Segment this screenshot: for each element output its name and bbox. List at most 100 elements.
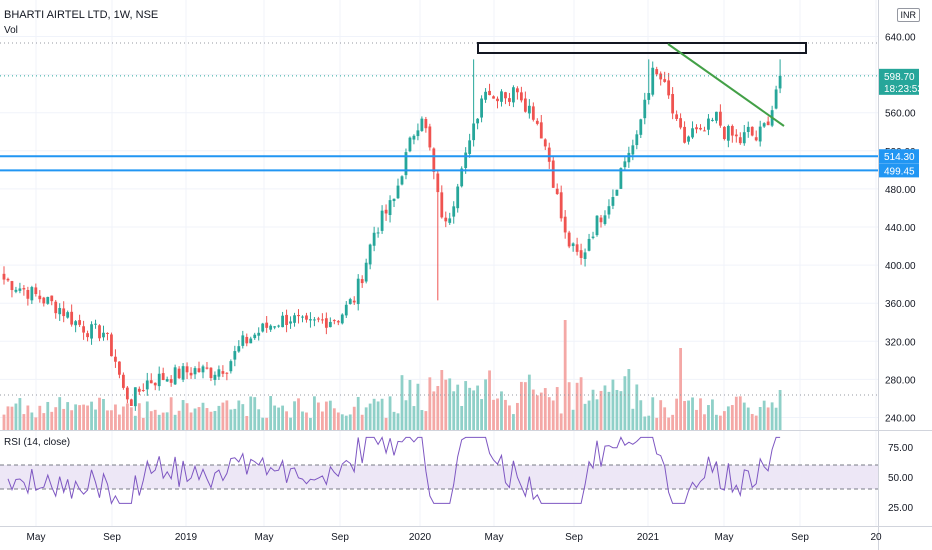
- volume-bar: [324, 401, 328, 430]
- volume-bar: [476, 385, 480, 430]
- candle-body: [615, 189, 619, 196]
- candle-body: [145, 380, 149, 390]
- candle-body: [551, 160, 555, 188]
- price-tick-label: 480.00: [885, 185, 916, 196]
- volume-bar: [567, 382, 571, 430]
- volume-bar: [738, 396, 742, 430]
- volume-bar: [468, 387, 472, 430]
- volume-bar: [301, 411, 304, 430]
- candle-body: [611, 197, 615, 206]
- volume-bar: [86, 405, 89, 430]
- candle-body: [2, 273, 6, 280]
- volume-bar: [671, 414, 675, 430]
- volume-bar: [125, 403, 129, 430]
- candle-body: [718, 111, 722, 126]
- volume-bar: [360, 414, 364, 430]
- volume-bar: [456, 384, 460, 430]
- volume-bar: [539, 392, 543, 430]
- candle-body: [253, 334, 257, 339]
- volume-bar: [516, 402, 519, 430]
- candle-body: [555, 188, 559, 195]
- volume-bar: [348, 414, 352, 430]
- volume-bar: [643, 416, 647, 430]
- volume-bar: [66, 402, 70, 430]
- volume-bar: [754, 415, 758, 430]
- volume-bar: [551, 400, 555, 430]
- volume-bar: [169, 397, 173, 430]
- candle-body: [173, 367, 177, 385]
- volume-bar: [98, 397, 101, 430]
- volume-bar: [289, 417, 292, 430]
- volume-bar: [237, 400, 241, 430]
- candle-body: [328, 321, 332, 328]
- rsi-line: [7, 436, 781, 505]
- volume-bar: [519, 381, 523, 430]
- candle-body: [746, 126, 750, 132]
- volume-bar: [352, 406, 356, 430]
- candle-body: [18, 288, 22, 291]
- candle-body: [734, 134, 738, 137]
- candle-body: [512, 87, 515, 103]
- volume-bar: [233, 408, 237, 430]
- volume-bar: [722, 411, 726, 430]
- time-tick-label: 2020: [409, 532, 432, 543]
- volume-bar: [161, 412, 165, 430]
- candle-body: [340, 314, 344, 324]
- volume-bar: [408, 379, 412, 430]
- candle-body: [691, 128, 694, 138]
- volume-bar: [404, 400, 408, 430]
- candle-body: [452, 206, 456, 217]
- volume-bar: [273, 405, 277, 430]
- candle-body: [559, 192, 563, 219]
- volume-bar: [420, 410, 424, 430]
- candle-body: [647, 93, 651, 100]
- candle-body: [519, 92, 523, 101]
- currency-badge[interactable]: INR: [896, 8, 920, 22]
- candle-body: [722, 126, 726, 140]
- price-tick-label: 560.00: [885, 109, 916, 120]
- candle-body: [285, 314, 288, 325]
- candle-body: [504, 92, 507, 99]
- time-tick-label: 2021: [637, 532, 660, 543]
- candle-body: [74, 321, 78, 326]
- volume-bar: [38, 405, 42, 430]
- volume-bar: [607, 391, 611, 430]
- candle-body: [424, 119, 428, 129]
- candle-body: [500, 91, 503, 102]
- candle-body: [738, 137, 742, 144]
- candle-body: [730, 125, 734, 136]
- candle-body: [301, 316, 304, 318]
- candle-body: [464, 152, 468, 168]
- volume-bar: [639, 400, 643, 430]
- candle-body: [90, 324, 93, 339]
- volume-bar: [742, 402, 746, 430]
- volume-bar: [376, 401, 380, 430]
- candle-body: [480, 98, 483, 118]
- candle-body: [221, 371, 225, 374]
- candle-body: [114, 356, 117, 362]
- level-tag-bg: [879, 149, 919, 164]
- time-tick-label: 2019: [175, 532, 198, 543]
- candle-body: [133, 387, 137, 407]
- time-tick-label: Sep: [331, 532, 349, 543]
- candle-body: [324, 318, 328, 328]
- candle-body: [627, 152, 631, 163]
- candle-body: [436, 173, 440, 193]
- volume-bar: [392, 411, 396, 430]
- candle-body: [332, 320, 336, 322]
- candle-body: [320, 319, 324, 321]
- volume-bar: [229, 409, 233, 430]
- candle-body: [62, 308, 66, 317]
- candle-body: [400, 176, 404, 185]
- candle-body: [535, 120, 539, 124]
- volume-bar: [615, 389, 619, 430]
- candle-body: [643, 99, 647, 119]
- volume-label: Vol: [4, 25, 18, 36]
- volume-bar: [157, 414, 161, 430]
- candle-body: [460, 168, 464, 187]
- candle-body: [762, 123, 766, 127]
- volume-bar: [758, 407, 762, 430]
- last-price-tag-text: 598.70: [884, 72, 915, 83]
- volume-bar: [78, 405, 82, 430]
